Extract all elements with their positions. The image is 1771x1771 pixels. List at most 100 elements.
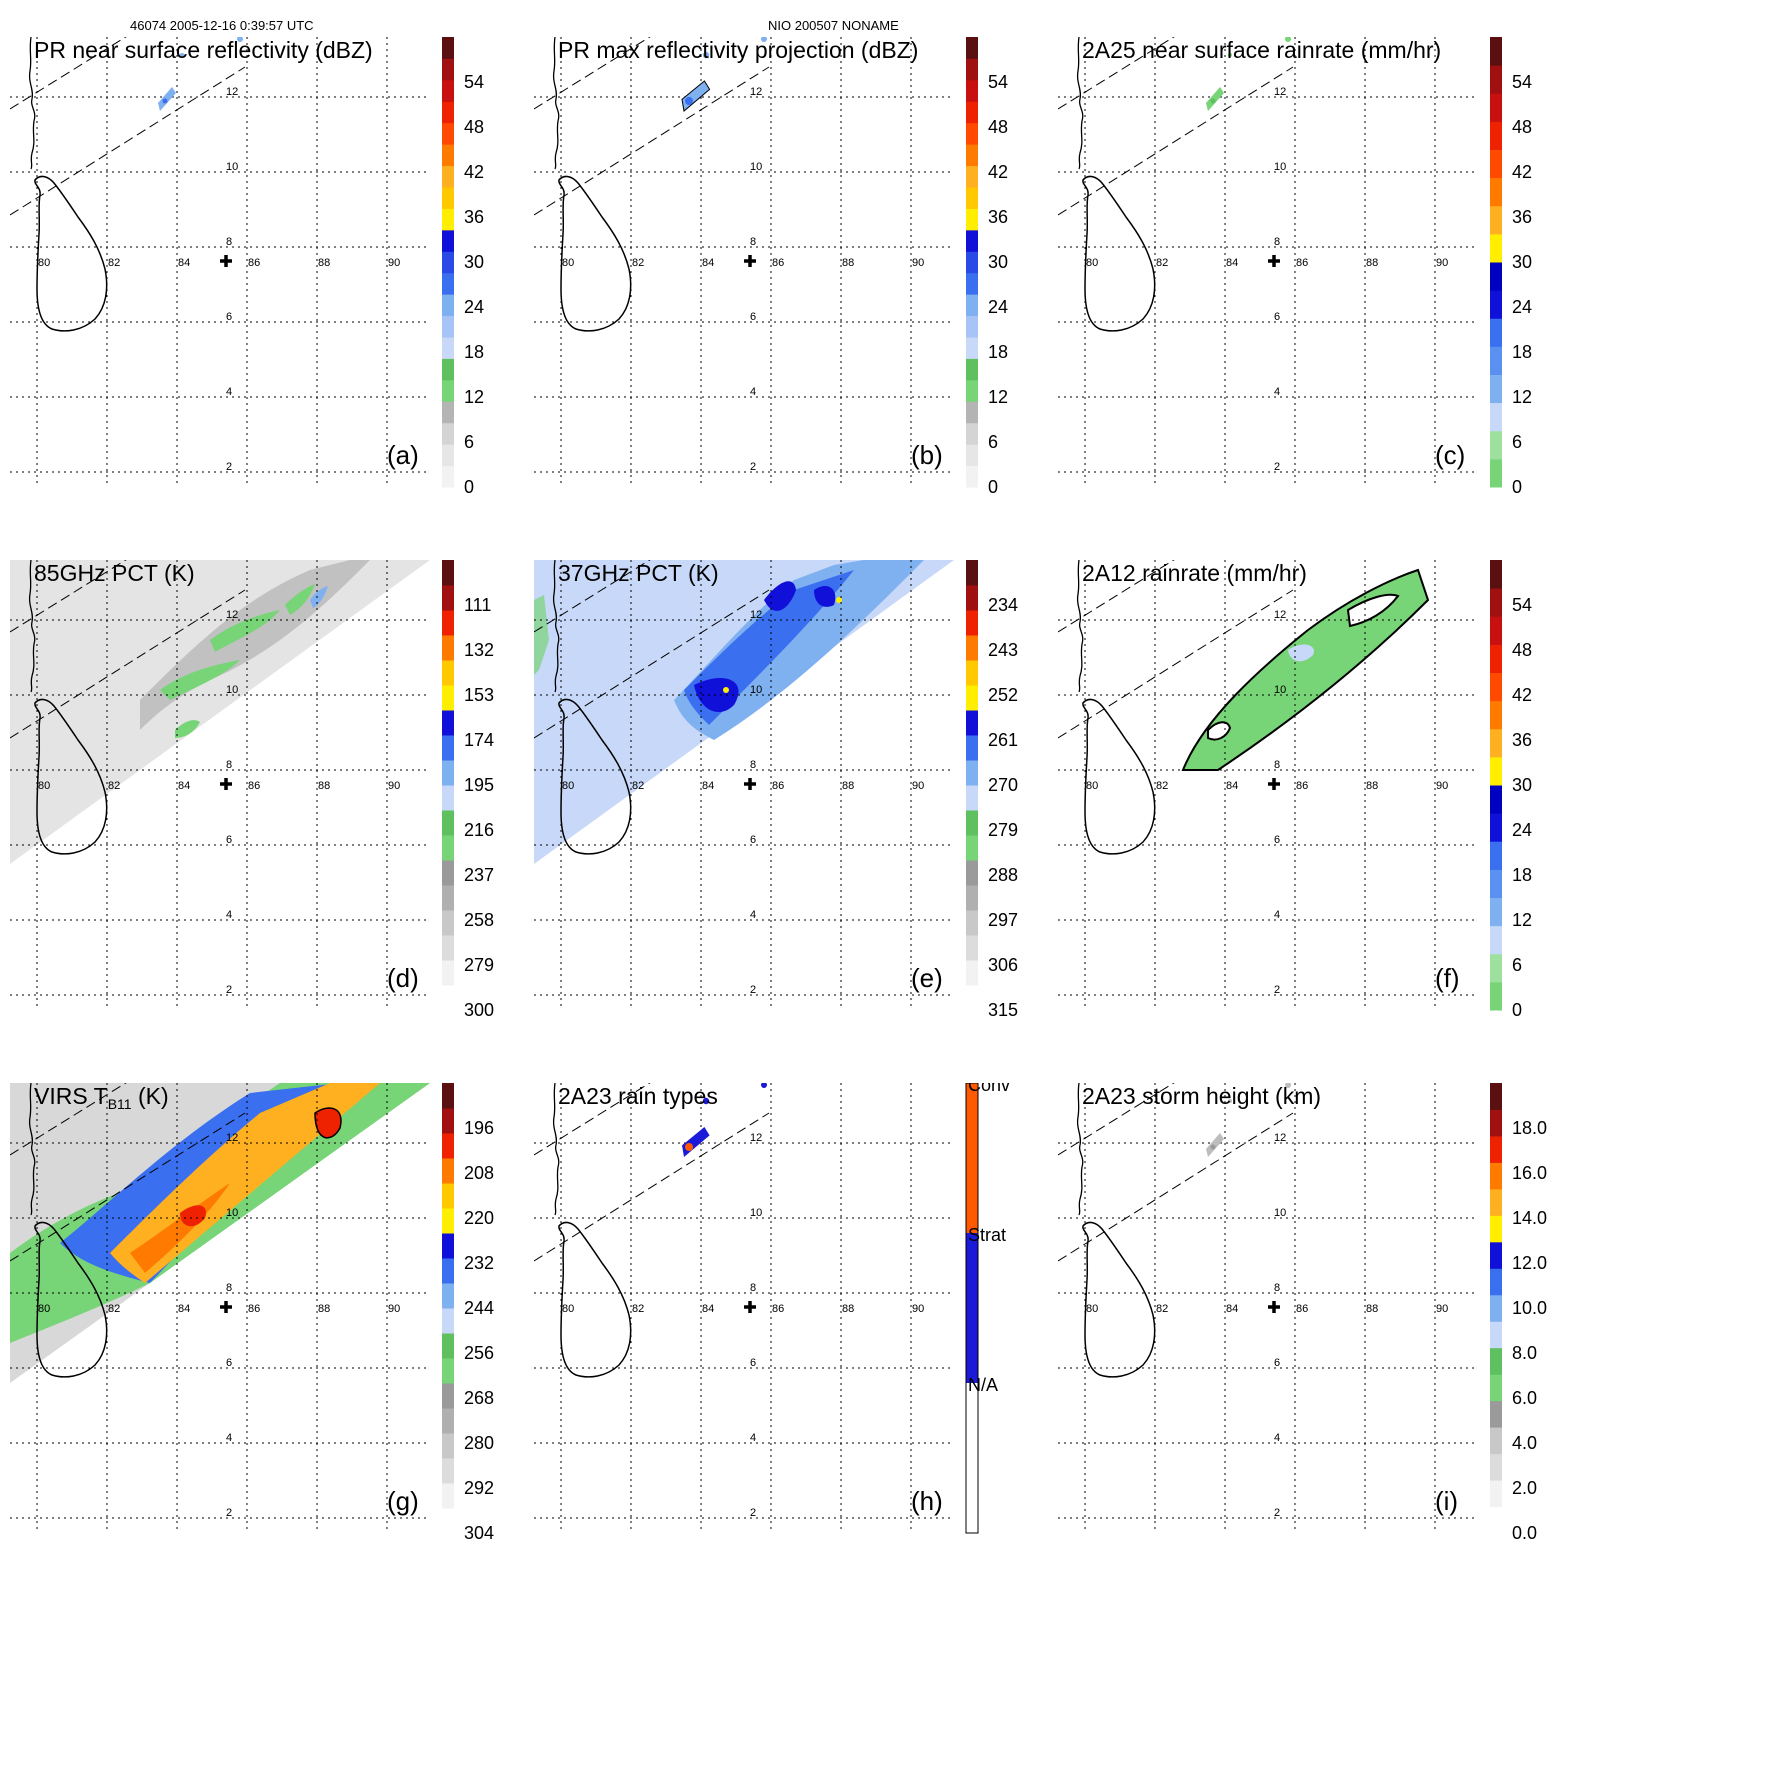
colorbar-bin (966, 760, 978, 786)
swath-edge (1058, 37, 1175, 110)
colorbar-bin (442, 760, 454, 786)
colorbar-bin (442, 465, 454, 488)
colorbar-bin (966, 985, 978, 1011)
lon-label-84: 84 (178, 1303, 190, 1315)
lat-label-12: 12 (1274, 1132, 1286, 1144)
colorbar-tick: 0 (1512, 477, 1522, 497)
plot-area-a (10, 37, 430, 487)
lon-label-82: 82 (108, 257, 120, 269)
plot-area-e (534, 560, 954, 1010)
colorbar-tick: 18.0 (1512, 1118, 1547, 1138)
colorbar-bin (442, 58, 454, 81)
panel-label-i: (i) (1435, 1486, 1458, 1516)
colorbar-bin (966, 187, 978, 209)
colorbar-bin (1490, 1453, 1502, 1481)
land-emission (534, 595, 549, 675)
colorbar-bin (442, 1158, 454, 1184)
colorbar-bin (442, 379, 454, 402)
colorbar-bin (442, 1258, 454, 1284)
lon-label-86: 86 (772, 1303, 784, 1315)
lon-label-84: 84 (1226, 780, 1238, 792)
colorbar-tick: 54 (988, 72, 1008, 92)
colorbar-tick: 54 (1512, 72, 1532, 92)
colorbar-tick: 24 (988, 297, 1008, 317)
colorbar-tick: 18 (1512, 865, 1532, 885)
lon-label-82: 82 (1156, 780, 1168, 792)
colorbar-tick: 0 (464, 477, 474, 497)
lon-label-84: 84 (702, 257, 714, 269)
lon-label-90: 90 (912, 1303, 924, 1315)
panel-title-i: 2A23 storm height (km) (1082, 1083, 1321, 1109)
colorbar-bin (1490, 1480, 1502, 1508)
colorbar-bin (966, 635, 978, 661)
colorbar-tick: 18 (988, 342, 1008, 362)
india-coast (552, 1083, 560, 1216)
colorbar-bin (442, 101, 454, 124)
colorbar-bin (966, 465, 978, 488)
lat-label-10: 10 (226, 684, 238, 696)
storm-center-cross (744, 255, 756, 267)
colorbar-bin (1490, 813, 1502, 842)
rain-region (175, 720, 200, 738)
colorbar-bin (966, 294, 978, 317)
lon-label-80: 80 (1086, 1303, 1098, 1315)
colorbar-tick: 18 (1512, 342, 1532, 362)
lat-label-2: 2 (226, 984, 232, 996)
colorbar-bin (442, 910, 454, 936)
colorbar-tick: 195 (464, 775, 494, 795)
storm-name: NIO 200507 NONAME (768, 18, 899, 33)
colorbar-bin (1490, 841, 1502, 870)
colorbar-bin (1490, 1347, 1502, 1375)
colorbar-bin (1490, 560, 1502, 589)
colorbar-bin (1490, 616, 1502, 645)
swath-edge (10, 37, 127, 110)
lon-label-84: 84 (702, 1303, 714, 1315)
lon-label-86: 86 (772, 257, 784, 269)
colorbar-bin (442, 1208, 454, 1234)
lat-label-12: 12 (226, 86, 238, 98)
colorbar-tick: 6 (1512, 955, 1522, 975)
colorbar-tick: 256 (464, 1343, 494, 1363)
rain-region (310, 586, 328, 608)
panel-title-d: 85GHz PCT (K) (34, 560, 195, 586)
colorbar-tick: 232 (464, 1253, 494, 1273)
rain-heavy (1288, 644, 1314, 662)
rain-echo-core (162, 98, 168, 104)
colorbar-bin (442, 165, 454, 188)
swath-edge (10, 560, 127, 633)
colorbar-bin (1490, 346, 1502, 375)
colorbar-bin (966, 785, 978, 811)
lon-label-80: 80 (38, 257, 50, 269)
colorbar-bin (1490, 1188, 1502, 1216)
swath-edge (1058, 1083, 1175, 1156)
colorbar-tick: 315 (988, 1000, 1018, 1020)
swath-edge (10, 66, 246, 216)
india-coast (1076, 1083, 1084, 1216)
colorbar-tick: 42 (1512, 162, 1532, 182)
colorbar-tick: 288 (988, 865, 1018, 885)
lon-label-80: 80 (38, 1303, 50, 1315)
storm-center-cross (220, 255, 232, 267)
title-unit: (K) (132, 1083, 169, 1109)
lon-label-86: 86 (1296, 1303, 1308, 1315)
rain-echo (761, 37, 767, 42)
india-coast (1076, 37, 1084, 170)
lon-label-88: 88 (318, 1303, 330, 1315)
colorbar-bin (1490, 205, 1502, 235)
colorbar-tick: 48 (988, 117, 1008, 137)
lat-label-10: 10 (750, 161, 762, 173)
panel-title-f: 2A12 rainrate (mm/hr) (1082, 560, 1307, 586)
cloud-top (180, 1205, 206, 1227)
lon-label-90: 90 (1436, 780, 1448, 792)
colorbar-bin (966, 315, 978, 338)
storm-center-cross (744, 1301, 756, 1313)
rain-region (285, 584, 315, 615)
rain-echo (180, 53, 184, 57)
colorbar-bin (1490, 149, 1502, 179)
colorbar-bin (966, 401, 978, 424)
colorbar-bin (1490, 1374, 1502, 1402)
colorbar-bin (1490, 1135, 1502, 1163)
colorbar-tick: 36 (464, 207, 484, 227)
lat-label-10: 10 (750, 684, 762, 696)
